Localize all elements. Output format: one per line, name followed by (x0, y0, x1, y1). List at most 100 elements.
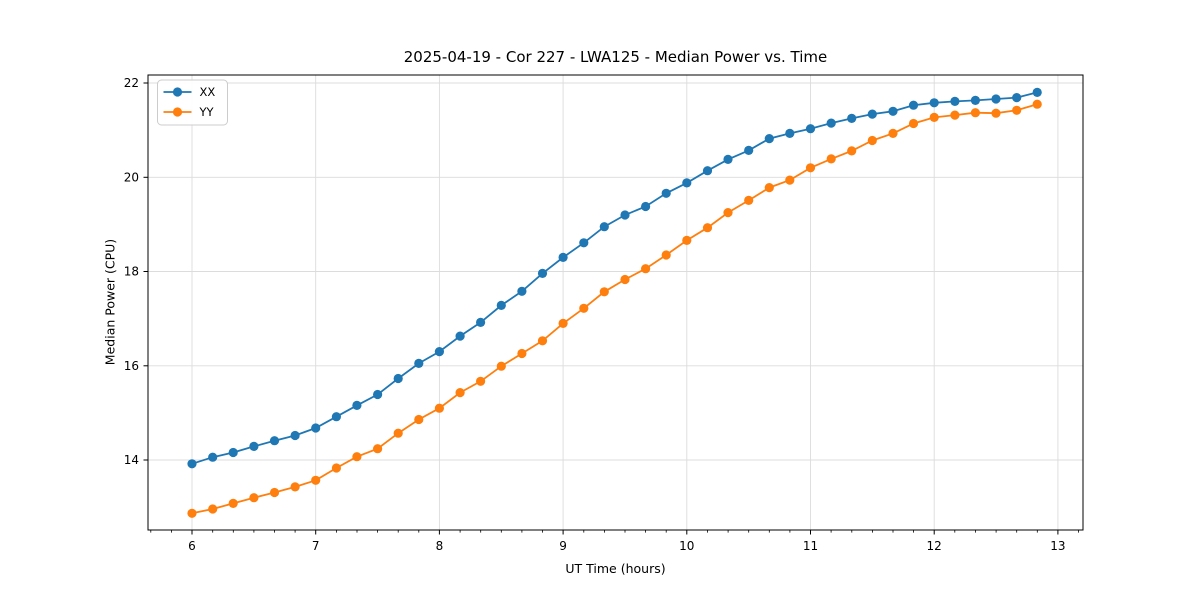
series-YY-marker (888, 128, 898, 138)
chart-title: 2025-04-19 - Cor 227 - LWA125 - Median P… (403, 48, 828, 66)
series-YY-marker (434, 403, 444, 413)
series-YY-marker (847, 146, 857, 156)
series-XX-marker (888, 106, 898, 116)
series-XX-marker (558, 252, 568, 262)
series-XX-marker (599, 222, 609, 232)
series-XX-marker (682, 178, 692, 188)
series-YY-marker (476, 376, 486, 386)
series-YY-marker (785, 175, 795, 185)
series-XX-marker (1032, 87, 1042, 97)
series-YY-line (191, 103, 1038, 515)
x-tick-label: 12 (927, 539, 942, 553)
y-tick-label: 16 (124, 359, 139, 373)
series-YY-marker (991, 108, 1001, 118)
series-XX-marker (311, 423, 321, 433)
series-YY-marker (1012, 105, 1022, 115)
series-YY-marker (867, 135, 877, 146)
series-XX-marker (929, 98, 939, 108)
series-YY-marker (352, 452, 362, 462)
plot-frame (147, 74, 1084, 531)
series-XX-marker (208, 452, 218, 462)
y-tick-label: 20 (124, 171, 139, 185)
series-XX-marker (373, 389, 383, 400)
series-XX-marker (641, 201, 651, 212)
series-XX-marker (331, 412, 341, 422)
legend-box (157, 79, 228, 126)
series-YY-marker (208, 504, 218, 514)
series-YY-marker (661, 250, 671, 260)
series-YY-marker (805, 163, 816, 173)
series-XX-marker (434, 347, 444, 357)
series-YY-marker (269, 487, 280, 498)
series-YY-marker (558, 318, 568, 328)
series-YY-marker (682, 235, 692, 245)
series-YY-marker (579, 303, 589, 313)
series-YY-marker (620, 274, 630, 285)
series-YY-marker (311, 475, 321, 485)
y-tick-label: 14 (124, 453, 139, 467)
series-YY-marker (1032, 99, 1042, 109)
legend-label-XX: XX (200, 85, 216, 99)
series-YY-marker (723, 208, 733, 218)
series-YY-marker (331, 463, 341, 473)
series-YY-marker (826, 154, 836, 164)
y-tick-label: 18 (124, 265, 139, 279)
y-axis-label: Median Power (CPU) (102, 238, 118, 366)
series-XX-marker (785, 128, 795, 138)
series-XX-marker (764, 134, 774, 144)
legend-marker-YY (172, 107, 183, 117)
x-tick-label: 13 (1050, 539, 1065, 553)
series-XX-marker (537, 268, 548, 278)
series-YY-marker (249, 493, 259, 503)
series-YY-marker (908, 118, 919, 129)
series-XX-marker (620, 210, 630, 220)
series-XX-marker (826, 118, 836, 128)
series-YY-marker (970, 108, 981, 118)
x-tick-label: 8 (436, 539, 444, 553)
series-XX-marker (414, 358, 424, 368)
series-XX-marker (290, 430, 300, 441)
legend-marker-XX (172, 87, 183, 97)
x-tick-label: 10 (679, 539, 694, 553)
series-XX-marker (517, 286, 527, 296)
series-XX-marker (991, 94, 1001, 104)
series-YY-marker (455, 388, 465, 398)
series-XX-marker (393, 373, 403, 384)
series-YY-marker (496, 361, 506, 371)
x-tick-label: 7 (312, 539, 320, 553)
series-YY-marker (641, 264, 651, 274)
series-YY-marker (290, 482, 300, 492)
x-tick-label: 11 (803, 539, 818, 553)
series-XX-marker (249, 441, 259, 451)
series-XX-marker (702, 166, 713, 176)
series-XX-marker (847, 113, 857, 123)
series-XX-marker (455, 331, 465, 341)
series-YY-marker (599, 287, 609, 297)
series-XX-marker (723, 154, 733, 164)
x-axis-label: UT Time (hours) (565, 561, 666, 576)
series-YY-marker (537, 336, 548, 346)
series-YY-marker (517, 348, 527, 359)
legend: XX YY (157, 79, 228, 126)
series-XX-marker (228, 447, 238, 458)
series-XX-marker (352, 400, 362, 410)
series-YY-marker (414, 414, 424, 425)
y-tick-label: 22 (124, 76, 139, 90)
series-YY-marker (702, 223, 713, 233)
series-XX-marker (908, 100, 919, 110)
series-XX-marker (1012, 93, 1022, 103)
series-XX-marker (496, 300, 506, 310)
series-YY-marker (929, 112, 939, 122)
series-YY-marker (393, 428, 403, 438)
x-tick-label: 6 (188, 539, 196, 553)
series-XX-marker (744, 145, 754, 155)
series-YY-marker (764, 183, 774, 193)
series-XX-marker (269, 436, 280, 446)
series-YY-marker (373, 444, 383, 454)
series-XX-marker (970, 95, 981, 105)
series-YY-marker (187, 508, 197, 518)
series-YY-marker (744, 195, 754, 205)
series-XX-line (191, 91, 1038, 465)
